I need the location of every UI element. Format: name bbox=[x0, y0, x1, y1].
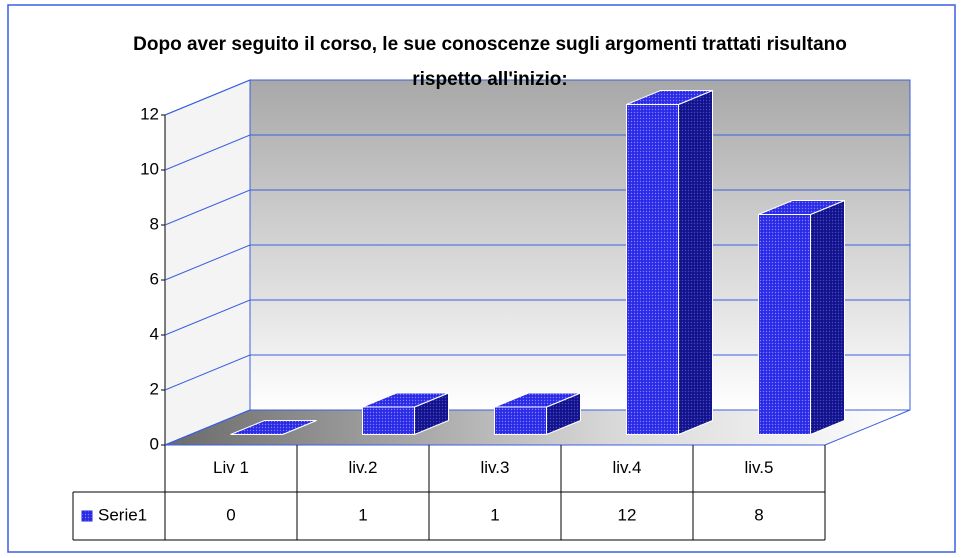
frame bbox=[7, 4, 956, 553]
bar-top bbox=[230, 420, 317, 435]
y-tick-label: 2 bbox=[150, 379, 159, 398]
y-tick-label: 10 bbox=[140, 159, 159, 178]
bar-side bbox=[678, 89, 713, 436]
bar-top bbox=[494, 392, 581, 408]
table-value: 1 bbox=[490, 505, 499, 524]
x-tick-label: Liv 1 bbox=[213, 458, 249, 477]
y-tick-label: 8 bbox=[150, 214, 159, 233]
legend-swatch bbox=[81, 510, 93, 522]
x-tick-label: liv.2 bbox=[349, 458, 378, 477]
bar-top bbox=[362, 392, 449, 408]
y-tick-label: 12 bbox=[140, 104, 159, 123]
table-value: 12 bbox=[618, 505, 637, 524]
x-tick-label: liv.5 bbox=[745, 458, 774, 477]
y-tick-label: 0 bbox=[150, 434, 159, 453]
y-tick-label: 4 bbox=[150, 324, 159, 343]
bar-top bbox=[758, 200, 845, 215]
bar-front bbox=[494, 406, 547, 435]
bar-front bbox=[758, 214, 811, 435]
bar-front bbox=[626, 104, 679, 435]
table-value: 8 bbox=[754, 505, 763, 524]
x-tick-label: liv.3 bbox=[481, 458, 510, 477]
chart-title: Dopo aver seguito il corso, le sue conos… bbox=[133, 34, 847, 90]
bar-side bbox=[810, 199, 845, 436]
y-tick-label: 6 bbox=[150, 269, 159, 288]
table-value: 1 bbox=[358, 505, 367, 524]
legend-label: Serie1 bbox=[98, 505, 147, 524]
x-tick-label: liv.4 bbox=[613, 458, 642, 477]
bar-top bbox=[626, 90, 713, 105]
grid-line bbox=[164, 79, 910, 116]
bar-front bbox=[362, 406, 415, 435]
table-value: 0 bbox=[226, 505, 235, 524]
